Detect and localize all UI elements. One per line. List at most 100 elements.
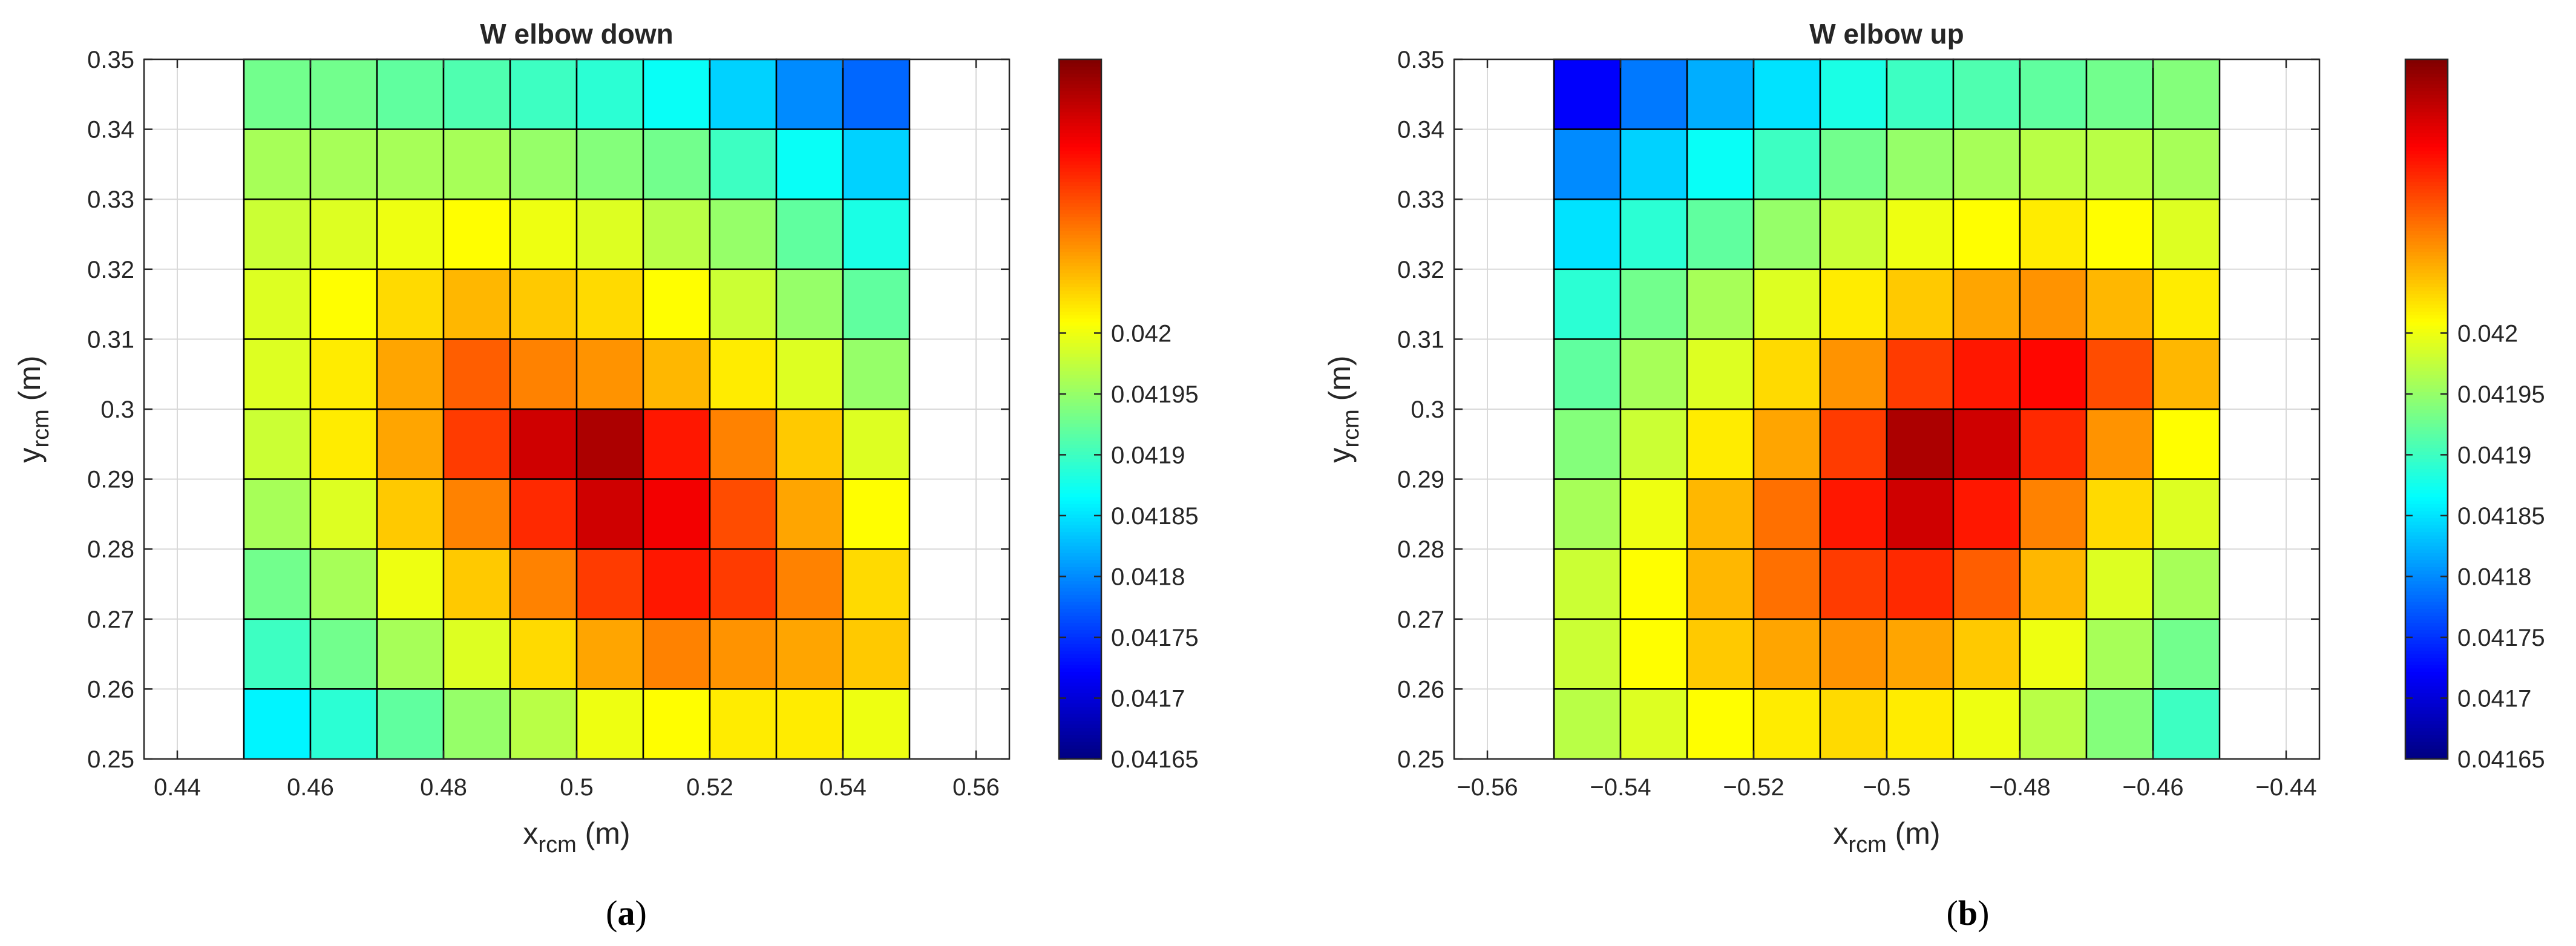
heatmap-cell <box>1619 198 1688 271</box>
colorbar-segment <box>1059 703 1101 708</box>
colorbar-segment <box>1059 472 1101 476</box>
heatmap-cell <box>509 408 578 480</box>
heatmap-cell <box>1553 688 1622 760</box>
colorbar-segment <box>2405 94 2448 99</box>
x-tick-label: 0.52 <box>686 774 733 801</box>
heatmap-cell <box>442 548 511 620</box>
colorbar-segment <box>1059 629 1101 634</box>
y-tick-label: 0.25 <box>1397 746 1444 773</box>
heatmap-cell <box>509 478 578 550</box>
colorbar-segment <box>2405 119 2448 123</box>
colorbar-segment <box>2405 433 2448 438</box>
colorbar-segment <box>1059 283 1101 287</box>
heatmap-cell <box>1952 548 2021 620</box>
heatmap-cell <box>309 408 378 480</box>
colorbar-segment <box>2405 332 2448 337</box>
y-axis-label-main: y <box>1323 448 1357 463</box>
caption-letter: a <box>618 893 635 933</box>
heatmap-cell <box>1619 128 1688 200</box>
colorbar-segment <box>2405 294 2448 298</box>
colorbar-segment <box>1059 234 1101 238</box>
colorbar-segment <box>2405 377 2448 382</box>
colorbar-segment <box>2405 318 2448 323</box>
colorbar-segment <box>1059 245 1101 249</box>
colorbar-segment <box>1059 91 1101 95</box>
colorbar-segment <box>2405 545 2448 550</box>
heatmap-cell <box>1886 688 1955 760</box>
colorbar-segment <box>1059 717 1101 721</box>
colorbar-segment <box>2405 234 2448 238</box>
colorbar-segment <box>2405 455 2448 459</box>
heatmap-cell <box>376 58 445 130</box>
y-tick-label: 0.3 <box>100 396 134 423</box>
heatmap-cell <box>2152 618 2221 690</box>
colorbar-segment <box>2405 360 2448 364</box>
colorbar-segment <box>2405 171 2448 176</box>
heatmap-cell <box>709 58 778 130</box>
y-tick-label: 0.34 <box>1397 117 1444 143</box>
colorbar-segment <box>1059 531 1101 536</box>
heatmap-cell <box>1553 338 1622 410</box>
heatmap-cell <box>1553 618 1622 690</box>
colorbar-tick-label: 0.0417 <box>1111 685 1185 712</box>
colorbar-segment <box>2405 699 2448 704</box>
heatmap-cell <box>509 198 578 271</box>
colorbar-segment <box>1059 545 1101 550</box>
heatmap-cell <box>2085 548 2154 620</box>
y-tick-label: 0.33 <box>1397 186 1444 213</box>
colorbar-segment <box>1059 62 1101 67</box>
heatmap-cell <box>1886 128 1955 200</box>
colorbar-segment <box>2405 304 2448 309</box>
heatmap-cell <box>2019 408 2088 480</box>
colorbar-segment <box>1059 542 1101 547</box>
colorbar-segment <box>2405 458 2448 462</box>
heatmap-cell <box>243 268 312 340</box>
colorbar: 0.04165 0.0417 0.04175 0.0418 0.04185 0.0419 0… <box>2404 58 2545 773</box>
colorbar-segment <box>2405 115 2448 120</box>
heatmap-cell <box>1619 688 1688 760</box>
colorbar-segment <box>2405 741 2448 746</box>
colorbar-segment <box>1059 73 1101 77</box>
colorbar-segment <box>1059 178 1101 183</box>
colorbar-segment <box>1059 727 1101 732</box>
colorbar-segment <box>2405 168 2448 172</box>
heatmap-cell <box>2085 688 2154 760</box>
y-tick-label: 0.26 <box>87 676 134 703</box>
colorbar-segment <box>1059 353 1101 358</box>
colorbar-segment <box>2405 412 2448 417</box>
x-tick-label: −0.46 <box>2122 774 2183 801</box>
colorbar-segment <box>1059 300 1101 305</box>
heatmap-cell <box>1886 338 1955 410</box>
colorbar-segment <box>2405 66 2448 71</box>
heatmap-cell <box>309 478 378 550</box>
colorbar-frame <box>2404 58 2449 760</box>
colorbar-segment <box>2405 283 2448 287</box>
colorbar-segment <box>1059 675 1101 679</box>
colorbar-tick-label: 0.04175 <box>1111 625 1199 651</box>
heatmap-cell <box>1553 548 1622 620</box>
colorbar-segment <box>2405 248 2448 252</box>
colorbar-segment <box>2405 514 2448 518</box>
colorbar-segment <box>2405 580 2448 585</box>
x-tick-label: −0.54 <box>1590 774 1651 801</box>
colorbar-segment <box>2405 654 2448 659</box>
colorbar-segment <box>2405 598 2448 602</box>
heatmap-cell <box>709 268 778 340</box>
colorbar-segment <box>2405 125 2448 130</box>
heatmap-cell <box>243 58 312 130</box>
colorbar-segment <box>2405 111 2448 116</box>
heatmap-cell <box>842 338 911 410</box>
heatmap-cell <box>1619 268 1688 340</box>
colorbar-segment <box>2405 409 2448 413</box>
heatmap-cell <box>775 688 844 760</box>
colorbar-segment <box>2405 535 2448 539</box>
colorbar-segment <box>1059 556 1101 560</box>
colorbar-segment <box>2405 657 2448 662</box>
colorbar-segment <box>1059 290 1101 295</box>
colorbar-segment <box>1059 363 1101 368</box>
x-tick-label: 0.46 <box>287 774 334 801</box>
colorbar-segment <box>2405 349 2448 354</box>
colorbar-segment <box>2405 717 2448 721</box>
heatmap-cell <box>575 268 644 340</box>
colorbar-segment <box>2405 524 2448 529</box>
